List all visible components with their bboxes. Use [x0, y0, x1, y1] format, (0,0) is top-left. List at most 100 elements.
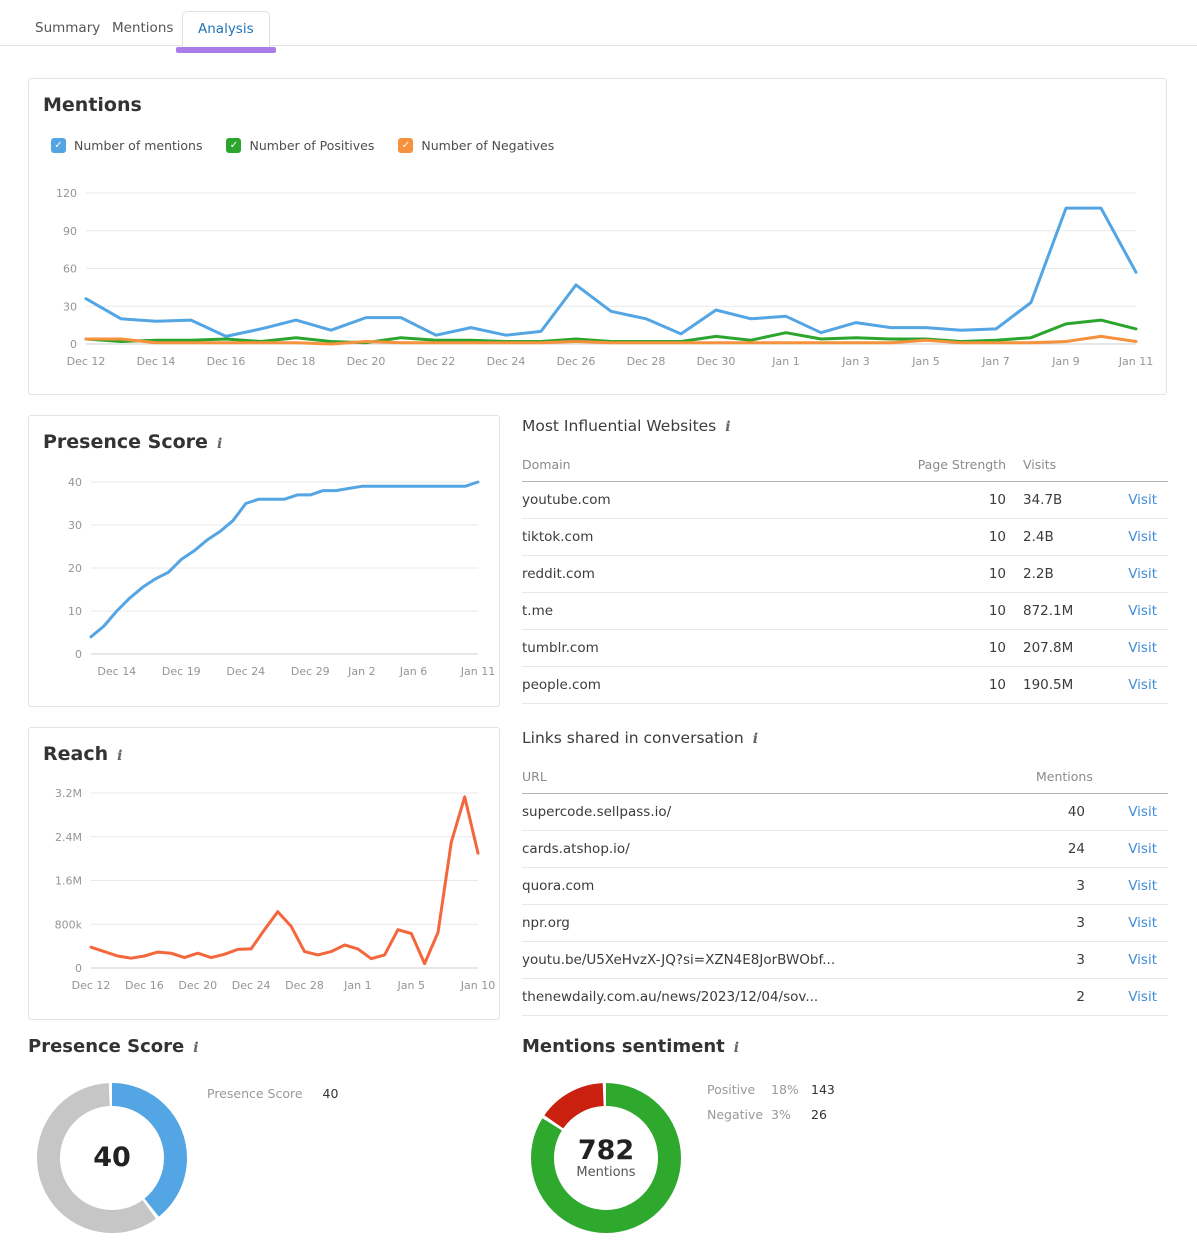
mentions-cell: 24 [1067, 841, 1085, 857]
column-header-domain: Domain [522, 456, 571, 472]
visit-link[interactable]: Visit [1128, 566, 1157, 582]
presence-score-donut-section: Presence Score i 40 Presence Score 40 [28, 1036, 498, 1233]
table-row: t.me 10 872.1M Visit [522, 593, 1168, 630]
svg-text:0: 0 [75, 962, 82, 975]
svg-text:2.4M: 2.4M [55, 831, 82, 844]
visit-link[interactable]: Visit [1128, 989, 1157, 1005]
svg-text:90: 90 [63, 225, 77, 238]
table-row: youtube.com 10 34.7B Visit [522, 482, 1168, 519]
table-row: tiktok.com 10 2.4B Visit [522, 519, 1168, 556]
legend-count: 26 [811, 1107, 827, 1122]
card-title-reach: Reach i [43, 743, 122, 765]
info-icon[interactable]: i [752, 731, 759, 747]
column-header-url: URL [522, 768, 547, 784]
svg-text:Jan 6: Jan 6 [399, 665, 427, 678]
svg-text:Dec 30: Dec 30 [697, 355, 736, 368]
info-icon[interactable]: i [193, 1040, 199, 1056]
svg-text:60: 60 [63, 263, 77, 276]
svg-text:Dec 28: Dec 28 [285, 979, 324, 992]
info-icon[interactable]: i [117, 748, 123, 764]
legend-value: 40 [322, 1086, 339, 1101]
table-row: reddit.com 10 2.2B Visit [522, 556, 1168, 593]
page-strength-cell: 10 [988, 640, 1006, 656]
svg-text:Jan 1: Jan 1 [771, 355, 799, 368]
legend-count: 143 [811, 1082, 835, 1097]
table-row: people.com 10 190.5M Visit [522, 667, 1168, 704]
presence-donut-legend: Presence Score 40 [207, 1086, 338, 1101]
svg-text:Dec 18: Dec 18 [277, 355, 316, 368]
page-strength-cell: 10 [988, 603, 1006, 619]
tab-bar: Summary Mentions Analysis [0, 0, 1197, 53]
checkbox-checked-icon[interactable]: ✓ [398, 138, 414, 153]
sentiment-donut-chart[interactable] [531, 1083, 681, 1233]
presence-score-line-chart[interactable]: 0 10 20 30 40 Dec 14 Dec 19 Dec 24 Dec 29 Jan 2 Ja… [29, 471, 499, 686]
visit-link[interactable]: Visit [1128, 640, 1157, 656]
visit-link[interactable]: Visit [1128, 952, 1157, 968]
card-title-text: Presence Score [43, 431, 208, 453]
visit-link[interactable]: Visit [1128, 915, 1157, 931]
svg-text:120: 120 [56, 187, 77, 200]
mentions-cell: 3 [1076, 952, 1085, 968]
legend-percent: 3% [771, 1107, 791, 1122]
active-tab-indicator [176, 47, 276, 53]
legend-label: Positive [707, 1082, 756, 1097]
svg-text:Dec 14: Dec 14 [137, 355, 176, 368]
info-icon[interactable]: i [216, 436, 223, 452]
svg-text:Dec 22: Dec 22 [417, 355, 456, 368]
legend-percent: 18% [771, 1082, 799, 1097]
url-cell: cards.atshop.io/ [522, 841, 630, 857]
column-header-mentions: Mentions [1036, 768, 1093, 784]
svg-text:30: 30 [68, 519, 82, 532]
visit-link[interactable]: Visit [1128, 841, 1157, 857]
card-title-text: Reach [43, 743, 109, 765]
svg-text:Dec 20: Dec 20 [347, 355, 386, 368]
visits-cell: 2.2B [1023, 566, 1054, 582]
section-title: Presence Score i [28, 1036, 498, 1057]
svg-text:Dec 16: Dec 16 [125, 979, 164, 992]
visit-link[interactable]: Visit [1128, 603, 1157, 619]
visit-link[interactable]: Visit [1128, 529, 1157, 545]
domain-cell: tumblr.com [522, 640, 599, 656]
reach-line-chart[interactable]: 0 800k 1.6M 2.4M 3.2M Dec 12 Dec 16 Dec 20 Dec 2… [29, 783, 499, 998]
svg-text:1.6M: 1.6M [55, 875, 82, 888]
checkbox-checked-icon[interactable]: ✓ [226, 138, 242, 153]
sentiment-donut[interactable]: 782 Mentions [531, 1083, 681, 1233]
mentions-cell: 3 [1076, 915, 1085, 931]
table-row: cards.atshop.io/ 24 Visit [522, 831, 1168, 868]
mentions-line-chart[interactable]: 0 30 60 90 120 Dec 12 Dec 14 Dec 16 Dec 18 Dec 20… [29, 179, 1168, 391]
info-icon[interactable]: i [725, 419, 731, 435]
svg-text:Jan 5: Jan 5 [397, 979, 425, 992]
svg-text:0: 0 [70, 338, 77, 351]
legend-item-number-of-positives[interactable]: ✓ Number of Positives [226, 138, 374, 153]
section-title: Links shared in conversation i [522, 729, 1168, 751]
presence-score-donut[interactable]: 40 [37, 1083, 187, 1233]
svg-text:0: 0 [75, 648, 82, 661]
mentions-chart-legend: ✓ Number of mentions ✓ Number of Positiv… [51, 138, 554, 153]
visits-cell: 872.1M [1023, 603, 1074, 619]
svg-text:Jan 5: Jan 5 [911, 355, 939, 368]
tab-mentions[interactable]: Mentions [112, 20, 174, 36]
visit-link[interactable]: Visit [1128, 492, 1157, 508]
url-cell: youtu.be/U5XeHvzX-JQ?si=XZN4E8JorBWObf..… [522, 952, 836, 968]
page-strength-cell: 10 [988, 529, 1006, 545]
page-strength-cell: 10 [988, 492, 1006, 508]
svg-text:Dec 19: Dec 19 [162, 665, 201, 678]
section-title: Mentions sentiment i [522, 1036, 992, 1057]
svg-text:Dec 12: Dec 12 [67, 355, 106, 368]
checkbox-checked-icon[interactable]: ✓ [51, 138, 66, 153]
presence-donut-chart[interactable] [37, 1083, 187, 1233]
visit-link[interactable]: Visit [1128, 804, 1157, 820]
table-row: tumblr.com 10 207.8M Visit [522, 630, 1168, 667]
legend-label: Presence Score [207, 1086, 303, 1101]
svg-text:800k: 800k [55, 918, 83, 931]
table-row: supercode.sellpass.io/ 40 Visit [522, 794, 1168, 831]
legend-item-number-of-mentions[interactable]: ✓ Number of mentions [51, 138, 202, 153]
visit-link[interactable]: Visit [1128, 677, 1157, 693]
legend-item-number-of-negatives[interactable]: ✓ Number of Negatives [398, 138, 554, 153]
info-icon[interactable]: i [733, 1040, 740, 1056]
mentions-cell: 40 [1067, 804, 1085, 820]
visit-link[interactable]: Visit [1128, 878, 1157, 894]
tab-analysis[interactable]: Analysis [176, 11, 276, 53]
visits-cell: 2.4B [1023, 529, 1054, 545]
tab-summary[interactable]: Summary [35, 20, 101, 36]
